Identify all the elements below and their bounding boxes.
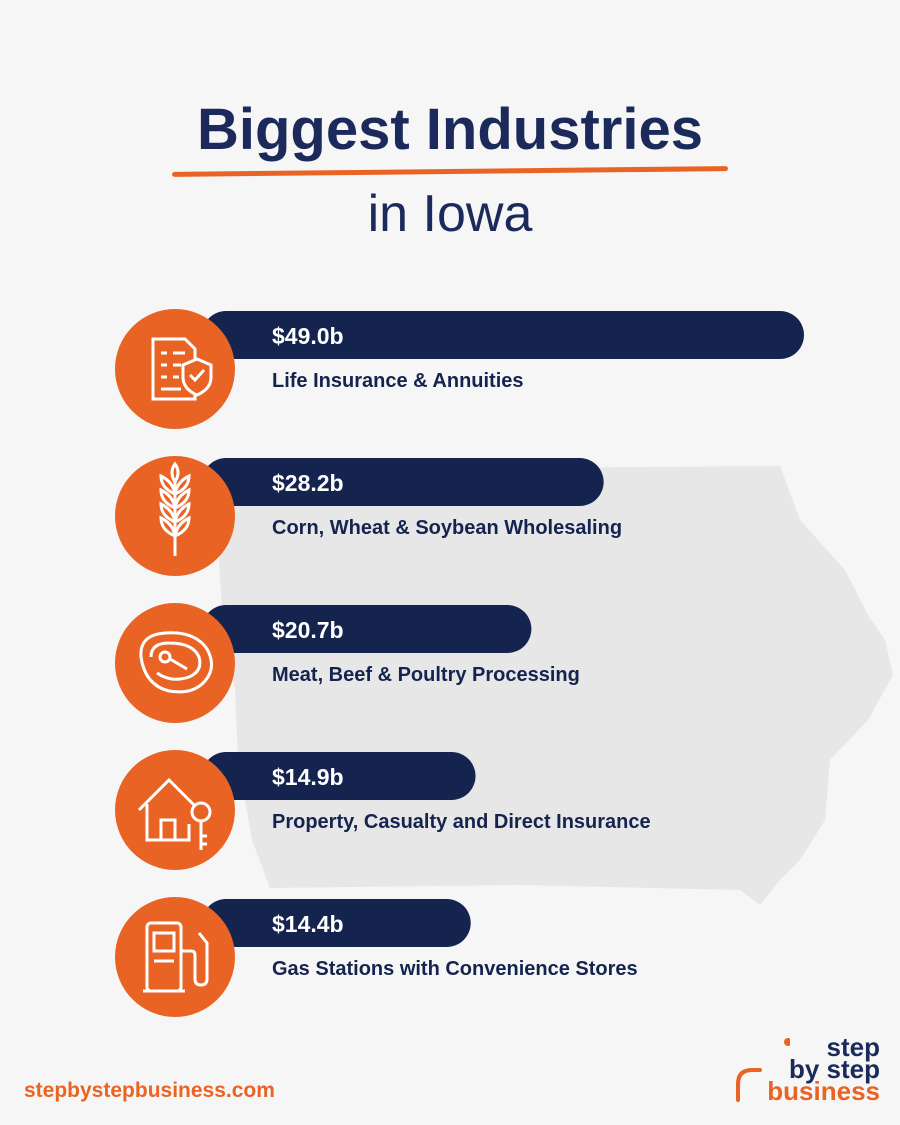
fuel-pump-icon [143, 921, 209, 993]
house-key-icon [137, 777, 212, 850]
bar-3 [202, 752, 476, 800]
bar-4 [202, 899, 471, 947]
icon-circle-3 [115, 750, 235, 870]
page-subtitle: in Iowa [367, 185, 533, 243]
bar-2 [202, 605, 532, 653]
wheat-icon [159, 461, 191, 556]
bar-value-label-4: $14.4b [272, 911, 344, 937]
steak-icon [139, 631, 213, 694]
page-title: Biggest Industries [197, 97, 703, 162]
logo-text-business: business [767, 1076, 880, 1106]
bar-value-label-0: $49.0b [272, 323, 344, 349]
insurance-document-shield-icon [151, 337, 213, 401]
logo-mark-icon [736, 1038, 790, 1102]
icon-circle-4 [115, 897, 235, 1017]
footer-website-link[interactable]: stepbystepbusiness.com [24, 1079, 275, 1102]
category-label-3: Property, Casualty and Direct Insurance [272, 811, 651, 833]
category-label-4: Gas Stations with Convenience Stores [272, 958, 638, 980]
bar-0 [202, 311, 804, 359]
bar-value-label-1: $28.2b [272, 470, 344, 496]
bar-value-label-3: $14.9b [272, 764, 344, 790]
category-label-0: Life Insurance & Annuities [272, 370, 524, 392]
logo-text-step: step [826, 1032, 880, 1062]
category-label-2: Meat, Beef & Poultry Processing [272, 664, 580, 686]
category-label-1: Corn, Wheat & Soybean Wholesaling [272, 517, 622, 539]
logo-text-by-step: by step [788, 1054, 880, 1084]
brand-logo: step by step business [730, 1034, 880, 1104]
bar-1 [202, 458, 604, 506]
icon-circle-0 [115, 309, 235, 429]
bar-value-label-2: $20.7b [272, 617, 344, 643]
